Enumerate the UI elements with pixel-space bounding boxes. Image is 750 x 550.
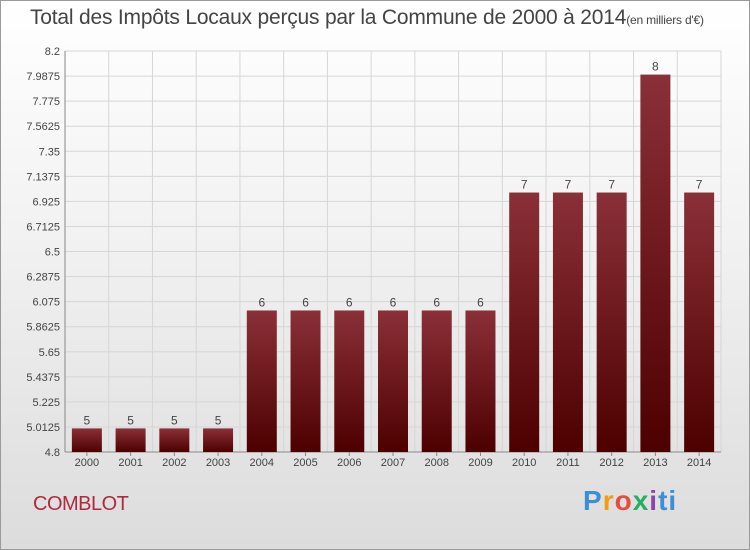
data-label: 8: [652, 60, 659, 74]
logo-letter: i: [649, 485, 659, 516]
x-tick-label: 2007: [381, 457, 405, 469]
y-tick-label: 7.1375: [26, 171, 60, 183]
y-tick-label: 7.35: [39, 146, 60, 158]
bar: [684, 192, 715, 452]
x-tick-label: 2004: [250, 457, 274, 469]
y-tick-label: 7.5625: [26, 121, 60, 133]
x-tick-label: 2006: [337, 457, 361, 469]
bar: [203, 428, 234, 452]
bar: [552, 192, 583, 452]
data-label: 6: [258, 295, 265, 309]
data-label: 5: [171, 413, 178, 427]
logo-letter: x: [632, 485, 650, 516]
bar: [334, 310, 365, 452]
bar: [509, 192, 540, 452]
x-tick-label: 2013: [643, 457, 667, 469]
bar: [378, 310, 408, 452]
bar: [465, 310, 496, 452]
y-tick-label: 7.9875: [26, 71, 60, 83]
y-tick-label: 5.225: [32, 397, 60, 409]
chart-title-unit: (en milliers d'€): [626, 13, 704, 27]
chart-title: Total des Impôts Locaux perçus par la Co…: [30, 6, 704, 30]
logo-letter: r: [602, 485, 615, 516]
y-tick-label: 6.925: [32, 196, 60, 208]
x-tick-label: 2011: [556, 457, 580, 469]
bar: [290, 310, 321, 452]
y-tick-label: 5.65: [39, 347, 60, 359]
logo-letter: o: [614, 485, 633, 516]
bar: [115, 428, 146, 452]
y-tick-label: 5.8625: [26, 322, 60, 334]
bar: [421, 310, 452, 452]
commune-name: COMBLOT: [33, 493, 129, 515]
y-tick-label: 5.0125: [26, 422, 60, 434]
x-tick-label: 2014: [687, 457, 711, 469]
y-tick-label: 6.075: [32, 297, 60, 309]
x-tick-label: 2001: [118, 457, 142, 469]
bar: [159, 428, 190, 452]
y-tick-label: 5.4375: [26, 372, 60, 384]
x-tick-label: 2009: [468, 457, 492, 469]
bar: [596, 192, 627, 452]
data-label: 7: [608, 178, 615, 192]
y-tick-label: 8.2: [45, 46, 60, 58]
data-label: 7: [565, 178, 572, 192]
x-tick-label: 2003: [206, 457, 230, 469]
data-label: 6: [477, 295, 484, 309]
y-tick-label: 4.8: [45, 447, 60, 459]
data-label: 7: [521, 178, 528, 192]
x-tick-label: 2002: [162, 457, 186, 469]
logo-letter: P: [583, 485, 603, 516]
data-label: 6: [433, 295, 440, 309]
y-tick-label: 6.5: [45, 247, 60, 259]
data-label: 5: [127, 413, 134, 427]
y-tick-label: 7.775: [32, 96, 60, 108]
x-tick-label: 2010: [512, 457, 536, 469]
x-tick-label: 2012: [599, 457, 623, 469]
logo-letter: ti: [658, 485, 678, 516]
data-label: 6: [346, 295, 353, 309]
proxiti-logo: Proxiti: [583, 485, 677, 517]
data-label: 5: [215, 413, 222, 427]
y-tick-label: 6.7125: [26, 221, 60, 233]
bar: [640, 74, 671, 453]
data-label: 7: [696, 178, 703, 192]
bar: [71, 428, 102, 452]
data-label: 6: [390, 295, 397, 309]
data-label: 5: [84, 413, 91, 427]
data-label: 6: [302, 295, 309, 309]
chart-title-text: Total des Impôts Locaux perçus par la Co…: [30, 6, 627, 29]
x-tick-label: 2008: [424, 457, 448, 469]
x-tick-label: 2005: [293, 457, 317, 469]
x-tick-label: 2000: [75, 457, 99, 469]
y-tick-label: 6.2875: [26, 272, 60, 284]
bar: [246, 310, 277, 452]
